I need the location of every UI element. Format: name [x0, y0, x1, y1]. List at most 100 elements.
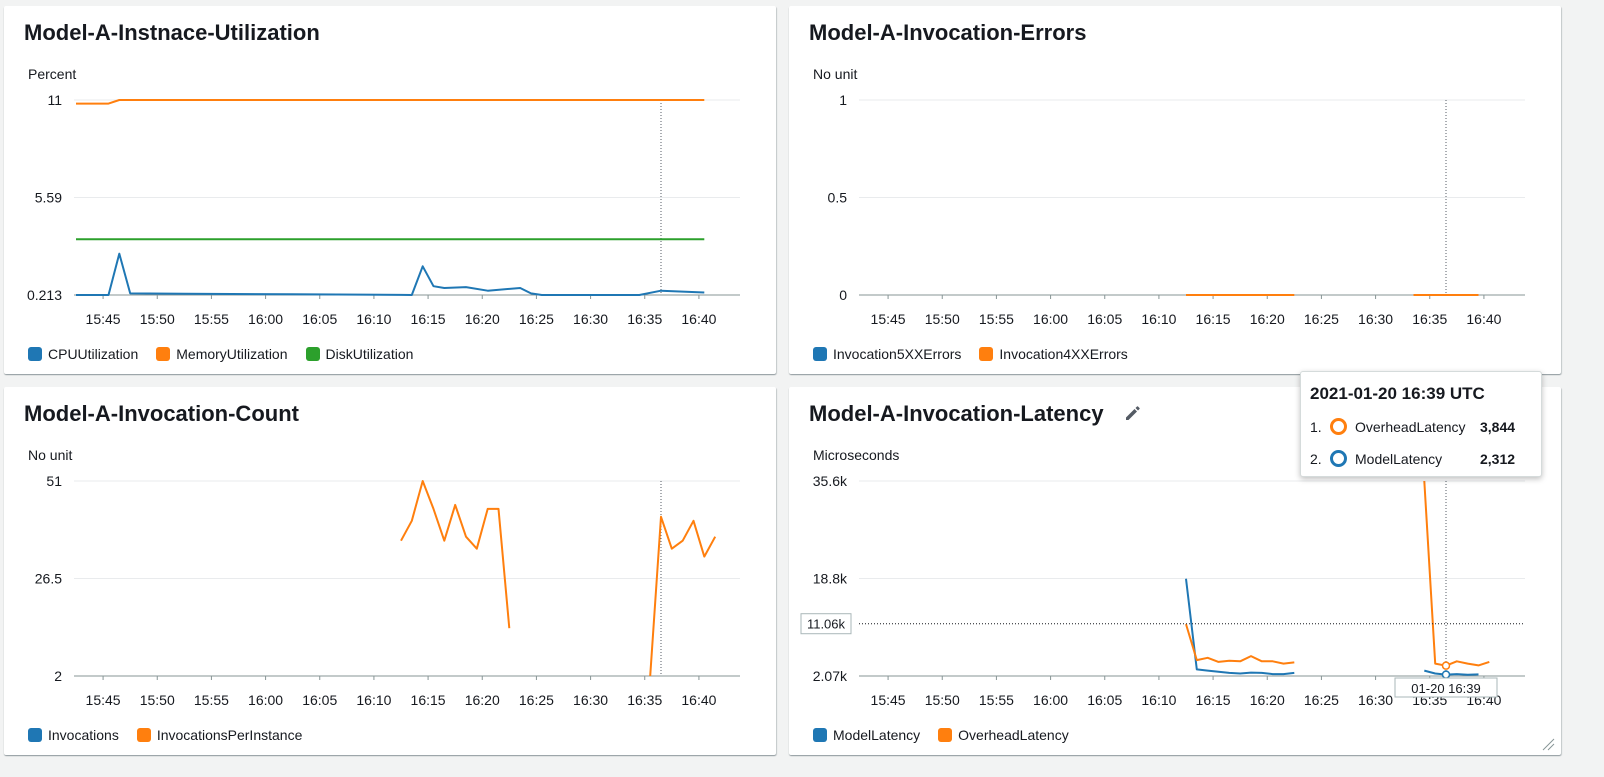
line-chart[interactable]: 11 5.59 0.213 15:45 15:50 15:55 16:00 16:05 16:1… [4, 6, 776, 336]
x-tick-label: 15:45 [871, 692, 906, 708]
y-tick-label: 51 [46, 473, 62, 489]
x-tick-label: 15:55 [194, 311, 229, 327]
legend-label: OverheadLatency [958, 727, 1069, 743]
resize-handle-icon[interactable] [1541, 737, 1555, 751]
legend-item-Invocation5XXErrors[interactable]: Invocation5XXErrors [813, 346, 961, 362]
series-line-OverheadLatency [1185, 623, 1295, 665]
legend-item-Invocations[interactable]: Invocations [28, 727, 119, 743]
x-tick-label: 16:05 [1087, 311, 1122, 327]
legend: ModelLatency OverheadLatency [813, 727, 1069, 743]
x-tick-label: 16:10 [356, 311, 391, 327]
legend-label: DiskUtilization [325, 346, 414, 362]
tooltip-row: 1. OverheadLatency 3,844 [1310, 418, 1515, 435]
line-chart[interactable]: 1 0.5 0 15:45 15:50 15:55 16:00 16:05 16:10 16:15… [789, 6, 1561, 336]
y-tick-label: 35.6k [813, 473, 848, 489]
legend-item-ModelLatency[interactable]: ModelLatency [813, 727, 920, 743]
y-tick-label: 5.59 [35, 190, 62, 206]
x-tick-label: 16:40 [681, 311, 716, 327]
x-tick-label: 16:00 [1033, 692, 1068, 708]
x-tick-label: 15:50 [925, 692, 960, 708]
series-line-InvocationsPerInstance [649, 515, 717, 677]
tooltip-row-name: OverheadLatency [1355, 418, 1466, 435]
legend-swatch [938, 728, 953, 742]
series-line-ModelLatency [1424, 669, 1479, 676]
x-tick-label: 16:25 [519, 692, 554, 708]
hover-tooltip: 2021-01-20 16:39 UTC 1. OverheadLatency … [1300, 371, 1542, 477]
x-tick-label: 15:55 [979, 692, 1014, 708]
legend-swatch [136, 728, 151, 742]
pencil-icon[interactable] [1123, 403, 1143, 423]
hover-time-label: 01-20 16:39 [1411, 681, 1480, 696]
widget-invocation-count: Model-A-Invocation-Count No unit 51 26.5 2… [4, 387, 776, 755]
hover-value-box [800, 613, 852, 635]
x-tick-label: 15:45 [86, 311, 121, 327]
x-tick-label: 16:10 [356, 692, 391, 708]
tooltip-row-value: 2,312 [1480, 450, 1516, 467]
x-tick-label: 15:55 [194, 692, 229, 708]
x-tick-label: 15:50 [925, 311, 960, 327]
x-tick-label: 16:15 [411, 311, 446, 327]
y-tick-label: 18.8k [813, 571, 848, 587]
x-tick-label: 16:00 [1033, 311, 1068, 327]
widget-invocation-errors: Model-A-Invocation-Errors No unit 1 0.5 0 1… [789, 6, 1561, 374]
unit-label: Microseconds [813, 447, 900, 463]
y-tick-label: 0.213 [27, 287, 62, 303]
series-line-InvocationsPerInstance [400, 480, 511, 629]
series-line-MemoryUtilization [76, 99, 705, 105]
x-tick-label: 16:20 [465, 692, 500, 708]
unit-label: No unit [28, 447, 73, 463]
hover-value-label: 11.06k [807, 617, 846, 632]
legend-swatch [305, 347, 320, 361]
legend-swatch [28, 347, 42, 361]
legend-label: ModelLatency [833, 727, 921, 743]
legend-item-Invocation4XXErrors[interactable]: Invocation4XXErrors [979, 346, 1128, 362]
hover-point [1441, 661, 1451, 670]
tooltip-row-index: 2. [1310, 450, 1322, 467]
x-tick-label: 16:35 [1412, 311, 1447, 327]
y-tick-label: 11 [47, 92, 62, 108]
widget-title: Model-A-Invocation-Count [24, 401, 299, 426]
tooltip-row: 2. ModelLatency 2,312 [1310, 450, 1515, 467]
legend-swatch [979, 347, 994, 361]
x-tick-label: 16:25 [1304, 311, 1339, 327]
line-chart[interactable]: 35.6k 18.8k 2.07k 15:45 15:50 15:55 16:00 16:05… [789, 387, 1561, 717]
x-tick-label: 16:35 [627, 692, 662, 708]
x-tick-label: 16:10 [1141, 311, 1176, 327]
x-tick-label: 16:30 [1358, 692, 1393, 708]
legend-label: InvocationsPerInstance [156, 727, 303, 743]
series-line-OverheadLatency [1423, 480, 1490, 667]
y-tick-label: 2.07k [813, 668, 848, 684]
x-tick-label: 16:15 [1196, 692, 1231, 708]
legend-swatch [813, 347, 827, 361]
legend-label: MemoryUtilization [176, 346, 288, 362]
legend-item-MemoryUtilization[interactable]: MemoryUtilization [156, 346, 288, 362]
legend-label: CPUUtilization [48, 346, 139, 362]
x-tick-label: 16:30 [573, 311, 608, 327]
x-tick-label: 16:25 [519, 311, 554, 327]
y-tick-label: 1 [839, 92, 847, 108]
widget-instance-utilization: Model-A-Instnace-Utilization Percent 11 5… [4, 6, 776, 374]
widget-title: Model-A-Instnace-Utilization [24, 20, 320, 45]
x-tick-label: 16:20 [465, 311, 500, 327]
legend-item-DiskUtilization[interactable]: DiskUtilization [305, 346, 414, 362]
x-tick-label: 16:05 [1087, 692, 1122, 708]
y-tick-label: 0 [839, 287, 847, 303]
legend-swatch [156, 347, 171, 361]
series-line-CPUUtilization [76, 252, 705, 296]
line-chart[interactable]: 51 26.5 2 15:45 15:50 15:55 16:00 16:05 16:10 16:… [4, 387, 776, 717]
x-tick-label: 16:40 [681, 692, 716, 708]
x-tick-label: 16:25 [1304, 692, 1339, 708]
legend-item-CPUUtilization[interactable]: CPUUtilization [28, 346, 138, 362]
legend-item-OverheadLatency[interactable]: OverheadLatency [938, 727, 1069, 743]
x-tick-label: 16:10 [1141, 692, 1176, 708]
series-line-ModelLatency [1185, 578, 1295, 676]
x-tick-label: 16:00 [248, 311, 283, 327]
legend-item-InvocationsPerInstance[interactable]: InvocationsPerInstance [136, 727, 303, 743]
legend: CPUUtilization MemoryUtilization DiskUtili… [28, 346, 413, 362]
legend: Invocations InvocationsPerInstance [28, 727, 302, 743]
y-tick-label: 0.5 [828, 190, 848, 206]
x-tick-label: 15:50 [140, 692, 175, 708]
series-ring-icon [1330, 418, 1347, 435]
tooltip-row-name: ModelLatency [1355, 450, 1443, 467]
x-tick-label: 16:15 [1196, 311, 1231, 327]
